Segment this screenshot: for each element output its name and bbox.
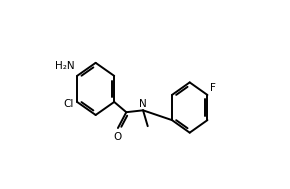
Text: O: O (114, 132, 122, 142)
Text: H₂N: H₂N (55, 61, 74, 71)
Text: F: F (210, 83, 215, 93)
Text: N: N (139, 99, 147, 109)
Text: Cl: Cl (63, 99, 73, 109)
